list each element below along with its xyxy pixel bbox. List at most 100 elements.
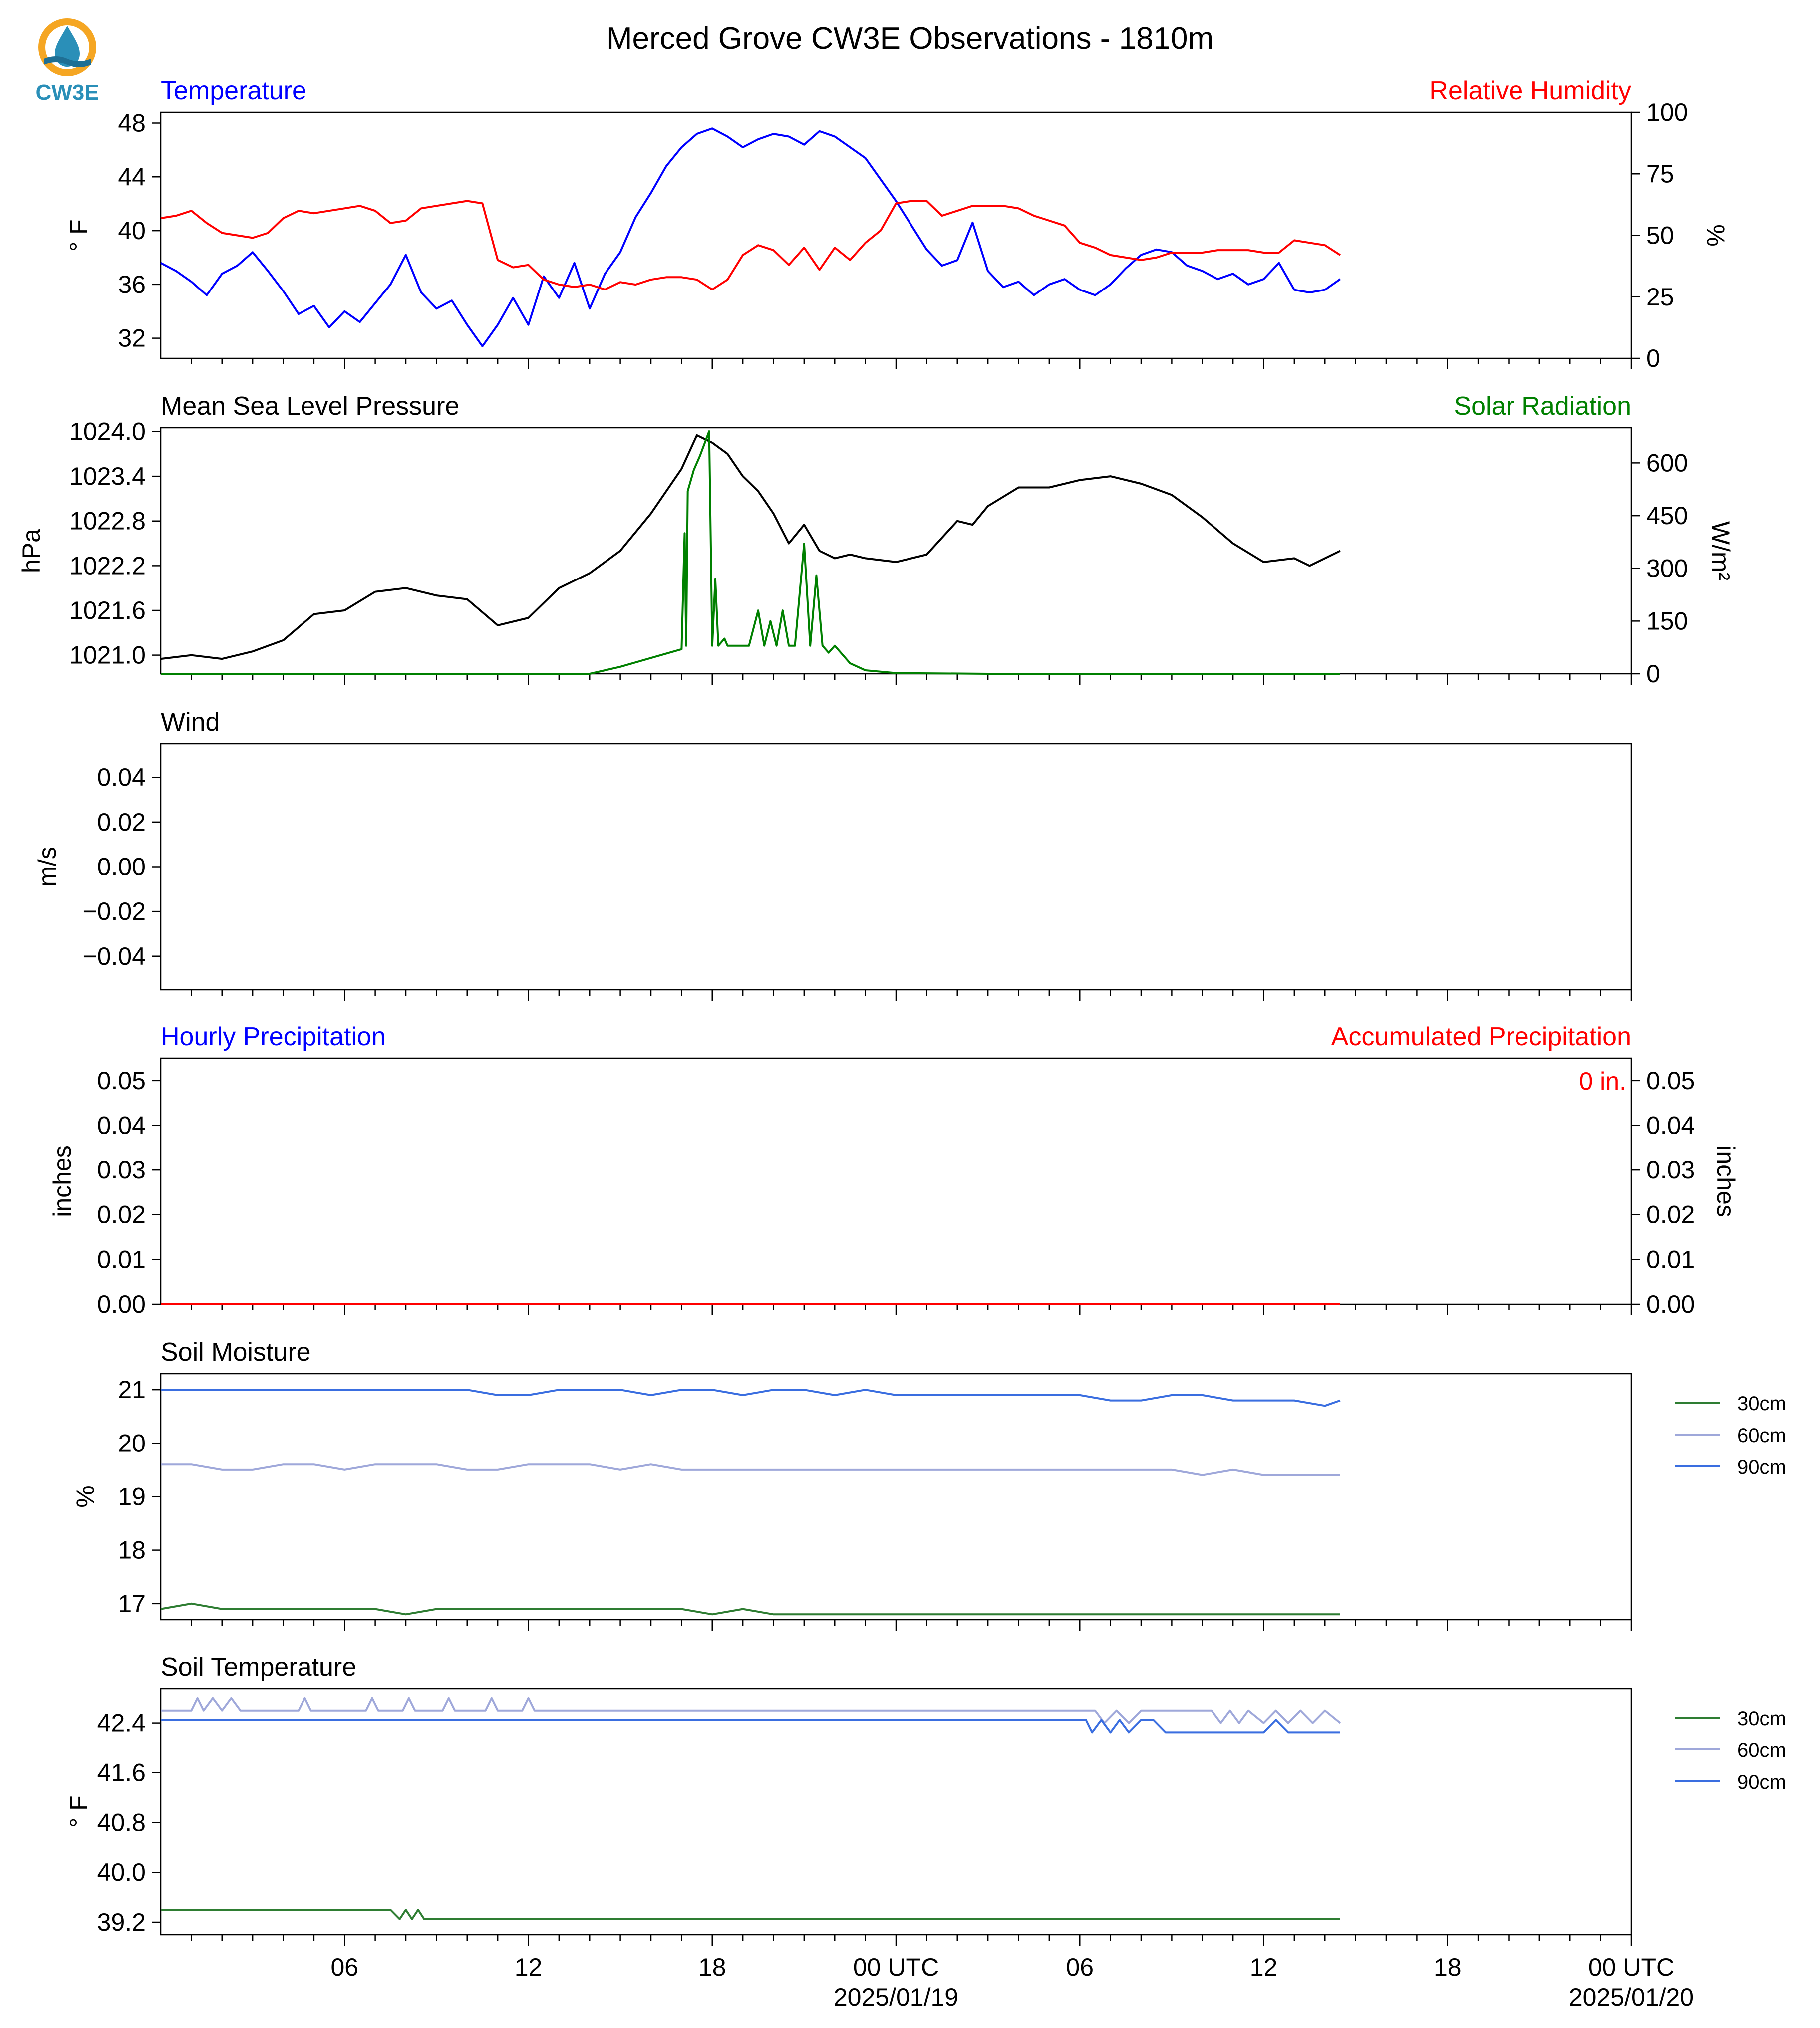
y-axis-label-right: W/m² — [1707, 521, 1735, 580]
y-tick-label-left: 20 — [118, 1429, 146, 1457]
y-tick-label-left: 1022.2 — [69, 552, 146, 579]
accumulated-annotation: 0 in. — [1579, 1067, 1626, 1095]
panel-title-left: Hourly Precipitation — [161, 1022, 386, 1051]
chart-title: Merced Grove CW3E Observations - 1810m — [607, 21, 1213, 56]
x-date-label: 2025/01/19 — [834, 1983, 958, 2011]
logo-text: CW3E — [35, 80, 99, 105]
legend-label: 30cm — [1737, 1393, 1786, 1415]
panel-title-left: Temperature — [161, 76, 306, 105]
y-tick-label-right: 450 — [1646, 502, 1688, 530]
y-tick-label-left: 1023.4 — [69, 462, 146, 490]
legend-label: 30cm — [1737, 1708, 1786, 1730]
y-tick-label-left: 1021.6 — [69, 596, 146, 624]
y-tick-label-right: 0 — [1646, 344, 1660, 372]
y-tick-label-left: 1022.8 — [69, 507, 146, 535]
x-tick-label: 12 — [515, 1953, 543, 1981]
y-tick-label-left: 48 — [118, 109, 146, 137]
y-tick-label-left: 44 — [118, 163, 146, 191]
panel-title-left: Wind — [161, 708, 220, 737]
series-line-blue — [160, 127, 1341, 347]
y-tick-label-left: 32 — [118, 324, 146, 352]
plot-frame — [160, 1688, 1632, 1936]
panels: Temperature Relative Humidity 32 36 40 44 48 0 2… — [17, 76, 1786, 1946]
legend-label: 60cm — [1737, 1739, 1786, 1761]
y-tick-label-right: 0.04 — [1646, 1111, 1695, 1139]
panel-title-right: Relative Humidity — [1429, 76, 1631, 105]
y-tick-label-left: 0.01 — [97, 1245, 146, 1273]
panel-title-left: Soil Moisture — [161, 1338, 311, 1367]
legend-label: 90cm — [1737, 1771, 1786, 1793]
y-tick-label-left: 41.6 — [97, 1758, 146, 1786]
x-tick-label: 06 — [330, 1953, 358, 1981]
y-tick-label-left: 1021.0 — [69, 641, 146, 669]
y-tick-label-left: 39.2 — [97, 1908, 146, 1936]
series-line-green — [161, 430, 1340, 675]
legend-label: 60cm — [1737, 1425, 1786, 1447]
y-tick-label-right: 600 — [1646, 449, 1688, 477]
y-tick-label-right: 150 — [1646, 607, 1688, 635]
y-tick-label-left: 40.0 — [97, 1858, 146, 1886]
y-tick-label-left: 0.02 — [97, 1201, 146, 1229]
y-tick-label-right: 0.00 — [1646, 1290, 1695, 1318]
y-tick-label-left: 0.04 — [97, 1111, 146, 1139]
y-tick-label-right: 75 — [1646, 160, 1674, 188]
series-line-60cm — [161, 1697, 1341, 1724]
x-tick-label: 12 — [1250, 1953, 1278, 1981]
panel-title-left: Soil Temperature — [161, 1653, 356, 1682]
series-line-90cm — [161, 1389, 1341, 1407]
x-tick-label: 00 UTC — [1588, 1953, 1674, 1981]
series-line-60cm — [161, 1463, 1340, 1476]
series-line-red — [160, 200, 1341, 290]
y-tick-label-left: 0.03 — [97, 1156, 146, 1184]
y-axis-label-left: ° F — [65, 1795, 93, 1827]
x-date-label: 2025/01/20 — [1569, 1983, 1694, 2011]
panel-0: Temperature Relative Humidity 32 36 40 44 48 0 2… — [65, 76, 1730, 372]
panel-2: Wind −0.04 −0.02 0.00 0.02 0.04 m/s — [33, 708, 1632, 1001]
panel-title-right: Solar Radiation — [1454, 392, 1631, 421]
plot-frame — [160, 1057, 1632, 1305]
plot-frame — [160, 743, 1632, 991]
x-tick-label: 00 UTC — [853, 1953, 939, 1981]
y-axis-label-left: m/s — [33, 847, 61, 887]
y-tick-label-right: 0.01 — [1646, 1245, 1695, 1273]
y-axis-label-right: inches — [1712, 1145, 1740, 1217]
y-tick-label-left: 0.00 — [97, 853, 146, 881]
y-tick-label-right: 25 — [1646, 283, 1674, 311]
y-tick-label-left: 1024.0 — [69, 417, 146, 445]
y-tick-label-left: 0.02 — [97, 808, 146, 836]
y-axis-label-left: inches — [48, 1145, 76, 1217]
y-tick-label-left: 42.4 — [97, 1709, 146, 1737]
series-line-90cm — [161, 1719, 1340, 1734]
plot-frame — [160, 111, 1632, 359]
y-tick-label-left: 36 — [118, 271, 146, 298]
y-tick-label-right: 0.02 — [1646, 1201, 1695, 1229]
y-tick-label-left: 40 — [118, 217, 146, 245]
y-tick-label-right: 100 — [1646, 98, 1688, 126]
panel-3: Hourly Precipitation Accumulated Precipit… — [48, 1022, 1740, 1318]
y-tick-label-right: 0 — [1646, 660, 1660, 688]
legend-label: 90cm — [1737, 1456, 1786, 1478]
y-tick-label-left: 18 — [118, 1536, 146, 1564]
x-tick-label: 06 — [1066, 1953, 1094, 1981]
cw3e-logo: CW3E — [35, 18, 99, 105]
series-line-30cm — [161, 1909, 1340, 1920]
y-tick-label-right: 300 — [1646, 555, 1688, 582]
y-axis-label-left: hPa — [17, 529, 45, 573]
y-tick-label-right: 0.03 — [1646, 1156, 1695, 1184]
series-line-black — [160, 434, 1341, 660]
plot-frame — [160, 427, 1632, 675]
y-tick-label-right: 0.05 — [1646, 1067, 1695, 1095]
series-line-30cm — [160, 1602, 1340, 1616]
y-tick-label-left: 19 — [118, 1483, 146, 1511]
y-tick-label-right: 50 — [1646, 222, 1674, 250]
x-tick-label: 18 — [698, 1953, 726, 1981]
y-tick-label-left: −0.04 — [82, 942, 146, 970]
x-tick-label: 18 — [1434, 1953, 1462, 1981]
panel-5: Soil Temperature 39.2 40.0 40.8 41.6 42.4 ° F 3… — [65, 1653, 1786, 1946]
y-tick-label-left: 17 — [118, 1590, 146, 1618]
y-tick-label-left: 21 — [118, 1376, 146, 1404]
panel-title-left: Mean Sea Level Pressure — [161, 392, 459, 421]
y-axis-label-left: ° F — [65, 219, 93, 251]
